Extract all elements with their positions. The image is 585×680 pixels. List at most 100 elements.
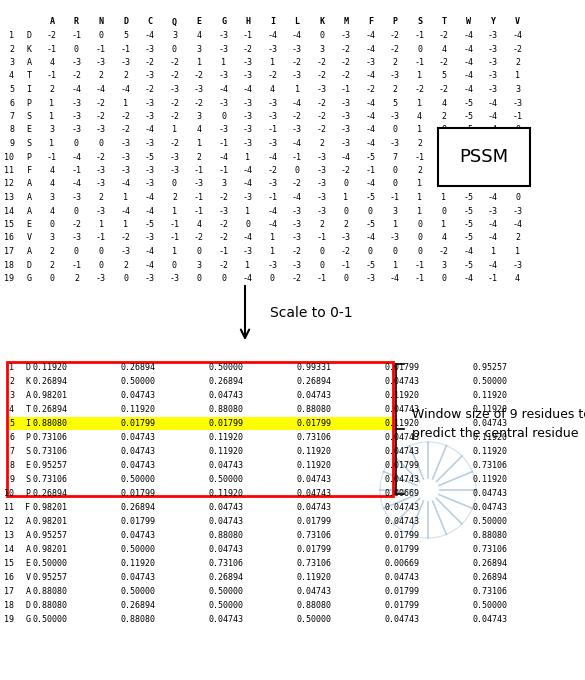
Text: -3: -3 (488, 85, 498, 94)
Text: 0: 0 (74, 207, 79, 216)
Text: -1: -1 (390, 193, 400, 202)
Text: -3: -3 (243, 126, 253, 135)
Text: -1: -1 (341, 85, 351, 94)
Text: 1: 1 (442, 193, 446, 202)
Text: 0: 0 (197, 274, 201, 283)
Text: -2: -2 (219, 220, 229, 229)
Text: -3: -3 (366, 58, 376, 67)
Text: 0.11920: 0.11920 (473, 434, 508, 443)
Text: -1: -1 (415, 260, 425, 269)
Text: A: A (26, 588, 30, 596)
Text: V: V (515, 18, 520, 27)
Text: 0.01799: 0.01799 (297, 545, 332, 554)
Text: -3: -3 (96, 180, 106, 188)
Text: -4: -4 (463, 166, 473, 175)
Text: 1: 1 (98, 220, 104, 229)
Text: 4: 4 (197, 126, 201, 135)
Text: -3: -3 (390, 139, 400, 148)
Text: 1: 1 (246, 152, 250, 162)
Text: -2: -2 (390, 44, 400, 54)
Text: 3: 3 (9, 58, 14, 67)
Text: 4: 4 (50, 207, 54, 216)
Text: -4: -4 (366, 233, 376, 243)
Text: -2: -2 (341, 58, 351, 67)
Text: 1: 1 (490, 247, 495, 256)
Text: -3: -3 (341, 112, 351, 121)
Text: 0: 0 (515, 139, 520, 148)
Text: -3: -3 (96, 126, 106, 135)
Text: 17: 17 (4, 588, 14, 596)
Text: 0: 0 (221, 112, 226, 121)
Text: A: A (26, 392, 30, 401)
Text: 0: 0 (442, 274, 446, 283)
Text: -2: -2 (390, 31, 400, 40)
Text: -1: -1 (415, 58, 425, 67)
Text: E: E (197, 18, 201, 27)
Text: -3: -3 (194, 180, 204, 188)
Text: predict the central residue: predict the central residue (412, 426, 579, 439)
Text: -2: -2 (439, 31, 449, 40)
Text: 6: 6 (9, 99, 14, 107)
Text: 1: 1 (197, 58, 201, 67)
Text: -3: -3 (292, 220, 302, 229)
Text: 0.26894: 0.26894 (33, 405, 67, 415)
Text: D: D (26, 31, 32, 40)
Text: -2: -2 (439, 85, 449, 94)
Text: 1: 1 (221, 58, 226, 67)
Text: -1: -1 (512, 112, 522, 121)
Text: 17: 17 (4, 247, 14, 256)
Text: 0.88080: 0.88080 (297, 602, 332, 611)
Text: -1: -1 (292, 152, 302, 162)
Text: -1: -1 (194, 166, 204, 175)
Text: 3: 3 (50, 233, 54, 243)
Text: 1: 1 (246, 260, 250, 269)
Text: -5: -5 (463, 207, 473, 216)
Text: 7: 7 (393, 152, 397, 162)
Text: 0.11920: 0.11920 (384, 392, 419, 401)
Text: 0.04743: 0.04743 (297, 490, 332, 498)
Text: 0: 0 (393, 166, 397, 175)
Text: 0.01799: 0.01799 (297, 517, 332, 526)
Text: A: A (26, 532, 30, 541)
Text: -3: -3 (96, 58, 106, 67)
Text: -4: -4 (366, 112, 376, 121)
Text: 0.01799: 0.01799 (384, 602, 419, 611)
Text: -4: -4 (292, 139, 302, 148)
Text: 0.00669: 0.00669 (384, 560, 419, 568)
Text: A: A (26, 517, 30, 526)
Text: 1: 1 (270, 58, 275, 67)
Text: -5: -5 (463, 220, 473, 229)
Text: 2: 2 (515, 233, 520, 243)
Text: -4: -4 (390, 274, 400, 283)
Text: -3: -3 (243, 58, 253, 67)
Text: 2: 2 (197, 152, 201, 162)
Text: -4: -4 (463, 44, 473, 54)
Text: 0: 0 (442, 126, 446, 135)
Text: -3: -3 (292, 260, 302, 269)
Text: 0.04743: 0.04743 (384, 434, 419, 443)
Text: A: A (26, 193, 32, 202)
Text: -1: -1 (415, 31, 425, 40)
Text: -2: -2 (170, 58, 180, 67)
Text: -5: -5 (366, 152, 376, 162)
Text: 2: 2 (98, 193, 104, 202)
Text: 0.11920: 0.11920 (208, 490, 243, 498)
Text: -4: -4 (488, 152, 498, 162)
Text: -2: -2 (341, 166, 351, 175)
Text: 0.98201: 0.98201 (33, 517, 67, 526)
Text: -1: -1 (194, 207, 204, 216)
Text: E: E (26, 220, 32, 229)
Text: 0.73106: 0.73106 (33, 447, 67, 456)
Text: -1: -1 (219, 166, 229, 175)
Text: 0: 0 (417, 233, 422, 243)
Text: 0.26894: 0.26894 (208, 573, 243, 583)
Text: -2: -2 (170, 139, 180, 148)
Text: 0.95257: 0.95257 (33, 573, 67, 583)
Text: -2: -2 (96, 99, 106, 107)
Text: 10: 10 (4, 152, 14, 162)
Text: -3: -3 (488, 58, 498, 67)
Text: 2: 2 (50, 260, 54, 269)
Text: -4: -4 (267, 152, 277, 162)
Text: -1: -1 (243, 31, 253, 40)
Text: 0.11920: 0.11920 (473, 447, 508, 456)
